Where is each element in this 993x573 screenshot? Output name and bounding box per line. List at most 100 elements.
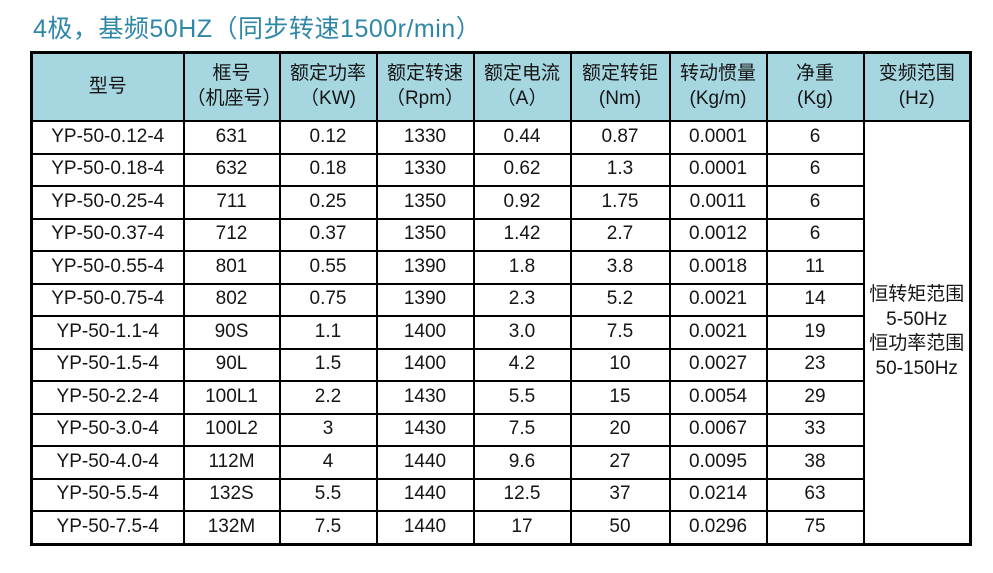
table-row: YP-50-0.75-4 802 0.75 1390 2.3 5.2 0.002…: [30, 282, 971, 317]
header-line: 框号: [212, 63, 251, 85]
cell-frame: 100L2: [182, 412, 281, 447]
cell-speed: 1350: [375, 217, 475, 252]
cell-power: 5.5: [278, 477, 378, 512]
cell-frame: 712: [182, 217, 281, 252]
cell-current: 3.0: [472, 315, 572, 350]
freq-range-line: 恒转矩范围: [869, 283, 965, 305]
cell-weight: 6: [765, 120, 865, 155]
cell-power: 0.18: [278, 152, 378, 187]
cell-speed: 1430: [375, 412, 475, 447]
cell-weight: 33: [765, 412, 865, 447]
freq-range-line: 50-150Hz: [875, 357, 958, 379]
table-row: YP-50-3.0-4 100L2 3 1430 7.5 20 0.0067 3…: [30, 412, 971, 447]
table-row: YP-50-1.5-4 90L 1.5 1400 4.2 10 0.0027 2…: [30, 347, 971, 382]
cell-weight: 63: [765, 477, 865, 512]
table-row: YP-50-0.37-4 712 0.37 1350 1.42 2.7 0.00…: [30, 217, 971, 252]
motor-spec-table: 型号 框号 （机座号） 额定功率 （KW) 额定转速 （Rpm） 额定电流 （A） 额定…: [30, 51, 972, 546]
cell-frame: 711: [182, 185, 281, 220]
cell-torque: 1.75: [569, 185, 671, 220]
cell-current: 7.5: [472, 412, 572, 447]
header-line: (Kg/m): [689, 88, 747, 109]
cell-speed: 1400: [375, 315, 475, 350]
cell-frame: 632: [182, 152, 281, 187]
table-row: YP-50-0.12-4 631 0.12 1330 0.44 0.87 0.0…: [30, 120, 972, 545]
col-header-freq-range: 变频范围 (Hz): [862, 51, 972, 122]
freq-range-line: 恒功率范围: [869, 333, 965, 355]
cell-model: YP-50-5.5-4: [30, 477, 185, 512]
cell-current: 0.44: [472, 120, 572, 155]
cell-speed: 1400: [375, 347, 475, 382]
cell-model: YP-50-0.18-4: [30, 152, 185, 187]
cell-current: 4.2: [472, 347, 572, 382]
cell-model: YP-50-7.5-4: [30, 510, 185, 545]
cell-model: YP-50-1.5-4: [30, 347, 185, 382]
cell-current: 0.92: [472, 185, 572, 220]
cell-power: 0.25: [278, 185, 378, 220]
header-line: 额定电流: [483, 63, 560, 85]
table-row: YP-50-7.5-4 132M 7.5 1440 17 50 0.0296 7…: [30, 510, 971, 545]
cell-current: 12.5: [472, 477, 572, 512]
header-line: （A）: [496, 88, 548, 109]
cell-model: YP-50-0.75-4: [30, 282, 185, 317]
cell-weight: 29: [765, 380, 865, 415]
header-line: (Hz): [898, 88, 935, 109]
col-header-frame: 框号 （机座号）: [182, 51, 281, 122]
cell-speed: 1330: [375, 120, 475, 155]
cell-model: YP-50-0.55-4: [30, 250, 185, 285]
header-line: （KW): [300, 88, 356, 109]
cell-power: 1.1: [278, 315, 378, 350]
cell-inertia: 0.0296: [668, 510, 768, 545]
cell-weight: 23: [765, 347, 865, 382]
freq-range-line: 5-50Hz: [886, 308, 948, 330]
cell-model: YP-50-0.12-4: [30, 120, 185, 155]
cell-power: 7.5: [278, 510, 378, 545]
table-row: YP-50-0.25-4 711 0.25 1350 0.92 1.75 0.0…: [30, 185, 971, 220]
cell-speed: 1430: [375, 380, 475, 415]
cell-inertia: 0.0018: [668, 250, 768, 285]
header-row: 型号 框号 （机座号） 额定功率 （KW) 额定转速 （Rpm） 额定电流 （A） 额定…: [30, 51, 972, 122]
cell-torque: 2.7: [569, 217, 671, 252]
cell-current: 1.42: [472, 217, 572, 252]
header-line: 额定功率: [289, 63, 366, 85]
col-header-weight: 净重 (Kg): [765, 51, 865, 122]
cell-power: 0.12: [278, 120, 378, 155]
cell-frame: 132S: [182, 477, 281, 512]
header-line: 额定转速: [386, 63, 463, 85]
cell-power: 0.75: [278, 282, 378, 317]
table-row: YP-50-5.5-4 132S 5.5 1440 12.5 37 0.0214…: [30, 477, 971, 512]
cell-current: 5.5: [472, 380, 572, 415]
freq-range-merged-cell: 恒转矩范围 5-50Hz 恒功率范围 50-150Hz: [862, 120, 972, 545]
cell-model: YP-50-2.2-4: [30, 380, 185, 415]
cell-power: 0.55: [278, 250, 378, 285]
cell-torque: 15: [569, 380, 671, 415]
col-header-model: 型号: [30, 51, 185, 122]
cell-frame: 801: [182, 250, 281, 285]
cell-weight: 6: [765, 217, 865, 252]
header-line: （机座号）: [186, 88, 280, 109]
cell-frame: 90S: [182, 315, 281, 350]
cell-frame: 132M: [182, 510, 281, 545]
cell-speed: 1390: [375, 250, 475, 285]
cell-speed: 1330: [375, 152, 475, 187]
cell-inertia: 0.0067: [668, 412, 768, 447]
cell-current: 17: [472, 510, 572, 545]
cell-inertia: 0.0001: [668, 120, 768, 155]
cell-torque: 20: [569, 412, 671, 447]
cell-current: 9.6: [472, 445, 572, 480]
cell-speed: 1440: [375, 510, 475, 545]
cell-weight: 14: [765, 282, 865, 317]
cell-weight: 11: [765, 250, 865, 285]
cell-torque: 0.87: [569, 120, 671, 155]
cell-speed: 1440: [375, 445, 475, 480]
cell-inertia: 0.0027: [668, 347, 768, 382]
col-header-torque: 额定转钜 (Nm): [569, 51, 671, 122]
table-row: YP-50-2.2-4 100L1 2.2 1430 5.5 15 0.0054…: [30, 380, 971, 415]
cell-torque: 37: [569, 477, 671, 512]
table-row: YP-50-1.1-4 90S 1.1 1400 3.0 7.5 0.0021 …: [30, 315, 971, 350]
cell-torque: 3.8: [569, 250, 671, 285]
col-header-speed: 额定转速 （Rpm）: [375, 51, 475, 122]
cell-speed: 1350: [375, 185, 475, 220]
cell-inertia: 0.0011: [668, 185, 768, 220]
header-line: (Kg): [797, 88, 833, 109]
cell-current: 1.8: [472, 250, 572, 285]
